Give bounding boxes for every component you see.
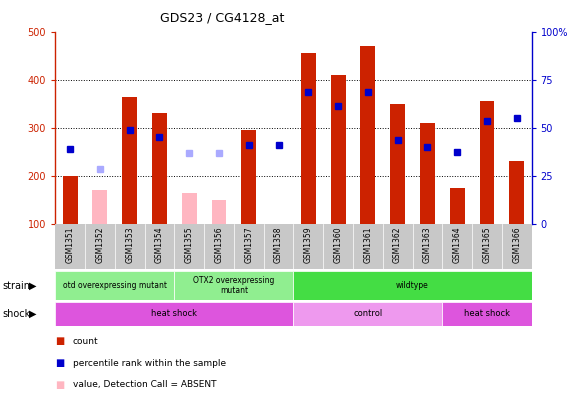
Bar (264, 224, 293, 269)
Bar (92, 190, 107, 224)
Bar (390, 104, 405, 224)
Bar (301, 53, 315, 224)
Bar (174, 271, 293, 300)
Bar (115, 224, 145, 269)
Bar (174, 224, 204, 269)
Bar (472, 224, 502, 269)
Text: GSM1366: GSM1366 (512, 226, 521, 263)
Text: ▶: ▶ (29, 280, 37, 291)
Bar (211, 200, 227, 224)
Bar (204, 224, 234, 269)
Bar (145, 224, 174, 269)
Bar (502, 224, 532, 269)
Bar (152, 113, 167, 224)
Bar (55, 302, 293, 326)
Text: GSM1358: GSM1358 (274, 226, 283, 263)
Text: ▶: ▶ (29, 308, 37, 319)
Text: shock: shock (3, 308, 31, 319)
Text: heat shock: heat shock (464, 309, 510, 318)
Bar (241, 130, 256, 224)
Bar (182, 192, 196, 224)
Bar (293, 271, 532, 300)
Text: ■: ■ (55, 358, 64, 368)
Text: GSM1365: GSM1365 (482, 226, 492, 263)
Text: GSM1353: GSM1353 (125, 226, 134, 263)
Text: GSM1356: GSM1356 (214, 226, 224, 263)
Text: heat shock: heat shock (151, 309, 198, 318)
Text: GSM1357: GSM1357 (244, 226, 253, 263)
Text: GSM1351: GSM1351 (66, 226, 74, 263)
Bar (360, 46, 375, 224)
Bar (122, 97, 137, 224)
Bar (479, 101, 494, 224)
Bar (85, 224, 115, 269)
Text: GSM1362: GSM1362 (393, 226, 402, 263)
Text: control: control (353, 309, 382, 318)
Text: OTX2 overexpressing
mutant: OTX2 overexpressing mutant (193, 276, 275, 295)
Bar (293, 224, 323, 269)
Text: count: count (73, 337, 98, 346)
Text: GSM1354: GSM1354 (155, 226, 164, 263)
Bar (420, 123, 435, 224)
Bar (331, 75, 346, 224)
Text: GSM1360: GSM1360 (333, 226, 343, 263)
Text: ■: ■ (55, 336, 64, 346)
Bar (442, 224, 472, 269)
Text: otd overexpressing mutant: otd overexpressing mutant (63, 281, 167, 290)
Bar (450, 188, 465, 224)
Text: GSM1359: GSM1359 (304, 226, 313, 263)
Text: GSM1364: GSM1364 (453, 226, 462, 263)
Bar (413, 224, 442, 269)
Text: GSM1361: GSM1361 (363, 226, 372, 263)
Bar (323, 224, 353, 269)
Bar (234, 224, 264, 269)
Text: percentile rank within the sample: percentile rank within the sample (73, 359, 226, 367)
Text: GSM1352: GSM1352 (95, 226, 105, 263)
Text: ■: ■ (55, 380, 64, 390)
Bar (63, 176, 77, 224)
Text: strain: strain (3, 280, 31, 291)
Text: wildtype: wildtype (396, 281, 429, 290)
Bar (510, 161, 524, 224)
Text: value, Detection Call = ABSENT: value, Detection Call = ABSENT (73, 381, 216, 389)
Bar (383, 224, 413, 269)
Bar (55, 224, 85, 269)
Bar (442, 302, 532, 326)
Bar (353, 224, 383, 269)
Text: GSM1355: GSM1355 (185, 226, 193, 263)
Bar (293, 302, 442, 326)
Text: GSM1363: GSM1363 (423, 226, 432, 263)
Bar (55, 271, 174, 300)
Text: GDS23 / CG4128_at: GDS23 / CG4128_at (160, 11, 284, 24)
